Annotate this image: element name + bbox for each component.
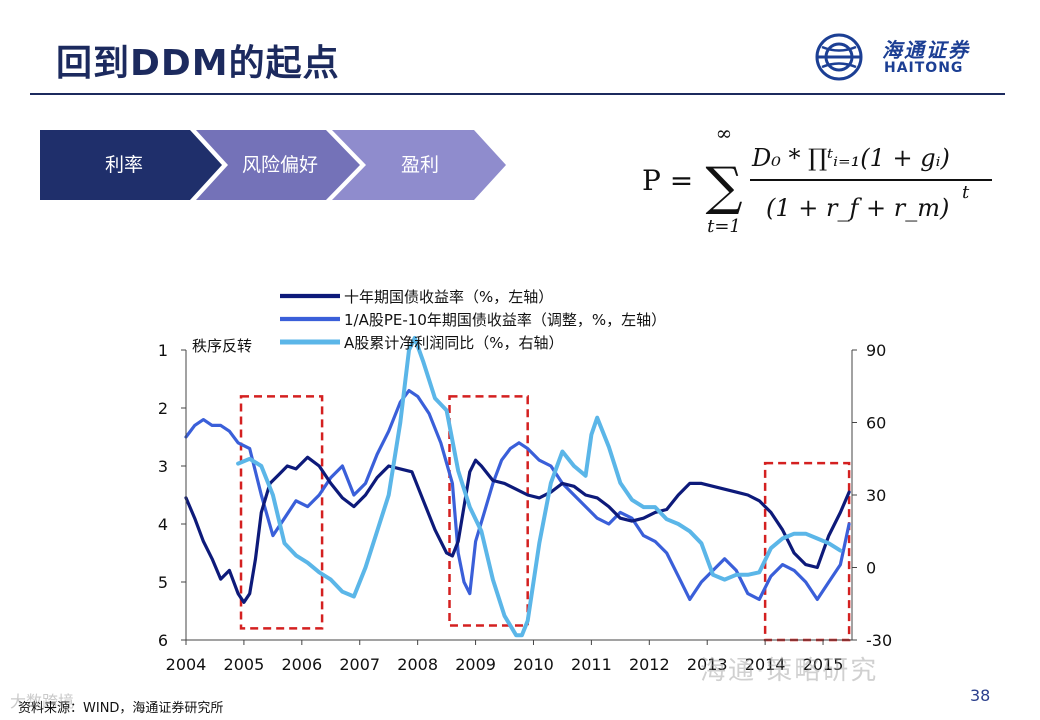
series-earnings-growth-line xyxy=(236,335,843,638)
x-tick-label: 2005 xyxy=(224,655,265,674)
left-tick-label: 3 xyxy=(158,457,168,476)
page-number: 38 xyxy=(970,686,991,705)
left-tick-label: 1 xyxy=(158,341,168,360)
series-10y-yield-line xyxy=(184,455,851,604)
x-tick-label: 2011 xyxy=(571,655,612,674)
chevron-label-2: 风险偏好 xyxy=(242,154,318,176)
legend: 十年期国债收益率（%，左轴） 1/A股PE-10年期国债收益率（调整，%，左轴） A… xyxy=(280,288,666,352)
left-tick-label: 5 xyxy=(158,573,168,592)
right-tick-label: 30 xyxy=(866,486,886,505)
site-watermark: 大数跨境 xyxy=(10,692,75,711)
x-tick-label: 2013 xyxy=(687,655,728,674)
highlight-period-box xyxy=(763,461,851,642)
x-tick-label: 2007 xyxy=(339,655,380,674)
chevron-label-1: 利率 xyxy=(105,154,143,176)
series-risk-premium-line xyxy=(184,388,851,601)
title-divider xyxy=(30,93,1005,95)
chevron-process: 利率 风险偏好 盈利 xyxy=(40,130,506,200)
formula-sum-lower: t=1 xyxy=(707,216,741,237)
data-source: 资料来源：WIND，海通证券研究所 xyxy=(18,701,224,716)
left-tick-label: 2 xyxy=(158,399,168,418)
chevron-interest-rate xyxy=(40,130,222,200)
logo-chinese-name: 海通证券 xyxy=(882,38,970,62)
right-tick-label: 90 xyxy=(866,341,886,360)
left-tick-label: 4 xyxy=(158,515,168,534)
annotation-order-reversal: 秩序反转 xyxy=(192,337,252,355)
x-tick-label: 2012 xyxy=(629,655,670,674)
x-tick-label: 2014 xyxy=(745,655,786,674)
formula-exponent: t xyxy=(962,182,970,203)
sigma-icon: ∑ xyxy=(705,157,742,217)
x-tick-label: 2009 xyxy=(455,655,496,674)
series-lines xyxy=(184,335,851,638)
formula-numerator: D₀ * ∏ᵗᵢ₌₁(1 + gᵢ) xyxy=(751,144,950,172)
chevron-earnings xyxy=(332,130,506,200)
legend-label: A股累计净利润同比（%，右轴） xyxy=(344,334,564,352)
formula-sum-upper: ∞ xyxy=(716,121,733,145)
chevron-label-3: 盈利 xyxy=(401,154,439,176)
yield-earnings-chart: 1 2 3 4 5 6 90 60 30 0 -30 2004 2005 2006 2007 2008 2009… xyxy=(158,288,892,674)
x-tick-label: 2008 xyxy=(397,655,438,674)
axes: 1 2 3 4 5 6 90 60 30 0 -30 2004 2005 2006 2007 2008 2009… xyxy=(158,341,892,674)
x-tick-label: 2015 xyxy=(803,655,844,674)
wechat-watermark: 海通·策略研究 xyxy=(700,656,879,686)
haitong-logo xyxy=(815,33,863,81)
page-title: 回到DDM的起点 xyxy=(56,43,340,84)
highlight-period-box xyxy=(239,395,324,630)
highlight-period-box xyxy=(448,395,529,627)
legend-label: 十年期国债收益率（%，左轴） xyxy=(344,288,553,306)
logo-english-name: HAITONG xyxy=(884,60,964,76)
x-tick-label: 2004 xyxy=(166,655,207,674)
right-tick-label: -30 xyxy=(866,631,892,650)
formula-lhs: P = xyxy=(642,164,693,197)
chevron-risk-appetite xyxy=(196,130,360,200)
right-tick-label: 60 xyxy=(866,414,886,433)
x-tick-label: 2010 xyxy=(513,655,554,674)
formula-denominator: (1 + r_f + r_m) xyxy=(766,194,949,222)
right-tick-label: 0 xyxy=(866,559,876,578)
ddm-formula: P = ∞ ∑ t=1 D₀ * ∏ᵗᵢ₌₁(1 + gᵢ) (1 + r_f … xyxy=(642,121,992,237)
x-tick-label: 2006 xyxy=(281,655,322,674)
legend-label: 1/A股PE-10年期国债收益率（调整，%，左轴） xyxy=(344,311,666,329)
left-tick-label: 6 xyxy=(158,631,168,650)
